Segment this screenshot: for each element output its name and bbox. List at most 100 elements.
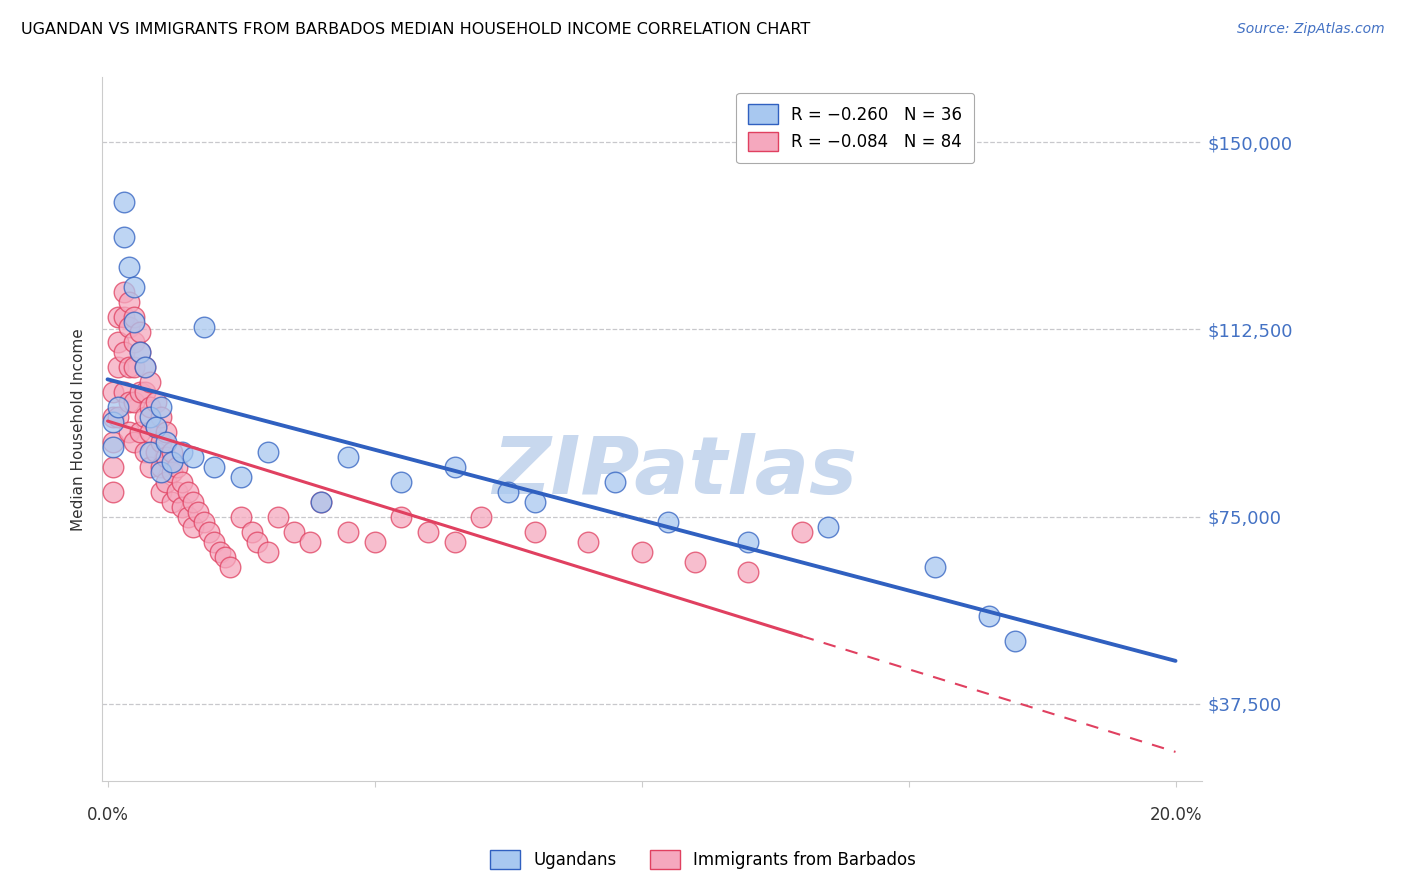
Point	[122, 280, 145, 294]
Legend: Ugandans, Immigrants from Barbados: Ugandans, Immigrants from Barbados	[479, 840, 927, 880]
Point	[155, 450, 177, 464]
Point	[145, 394, 167, 409]
Point	[737, 565, 759, 579]
Point	[202, 534, 225, 549]
Point	[181, 519, 204, 533]
Point	[240, 524, 263, 539]
Point	[122, 315, 145, 329]
Point	[155, 475, 177, 489]
Point	[416, 524, 439, 539]
Point	[128, 384, 150, 399]
Point	[172, 444, 194, 458]
Point	[246, 534, 269, 549]
Point	[118, 320, 141, 334]
Point	[214, 549, 236, 564]
Point	[145, 419, 167, 434]
Point	[336, 450, 359, 464]
Point	[193, 320, 215, 334]
Text: 20.0%: 20.0%	[1149, 806, 1202, 824]
Point	[389, 509, 412, 524]
Point	[134, 359, 156, 374]
Point	[118, 359, 141, 374]
Point	[267, 509, 290, 524]
Text: ZIPatlas: ZIPatlas	[492, 433, 856, 510]
Text: 0.0%: 0.0%	[87, 806, 128, 824]
Point	[202, 459, 225, 474]
Point	[128, 345, 150, 359]
Point	[160, 444, 183, 458]
Point	[122, 334, 145, 349]
Point	[283, 524, 305, 539]
Point	[128, 325, 150, 339]
Point	[309, 494, 332, 508]
Point	[363, 534, 385, 549]
Point	[149, 409, 172, 424]
Point	[128, 345, 150, 359]
Point	[336, 524, 359, 539]
Point	[101, 434, 124, 449]
Point	[208, 544, 231, 558]
Point	[112, 384, 135, 399]
Point	[149, 400, 172, 414]
Point	[470, 509, 492, 524]
Point	[149, 465, 172, 479]
Point	[122, 394, 145, 409]
Point	[149, 434, 172, 449]
Point	[160, 494, 183, 508]
Point	[155, 434, 177, 449]
Point	[112, 230, 135, 244]
Point	[101, 484, 124, 499]
Point	[145, 444, 167, 458]
Point	[160, 455, 183, 469]
Point	[924, 559, 946, 574]
Point	[118, 260, 141, 274]
Point	[630, 544, 652, 558]
Point	[737, 534, 759, 549]
Point	[122, 310, 145, 324]
Point	[166, 484, 188, 499]
Point	[149, 484, 172, 499]
Point	[139, 375, 162, 389]
Point	[160, 465, 183, 479]
Point	[139, 400, 162, 414]
Point	[134, 409, 156, 424]
Point	[657, 515, 679, 529]
Point	[149, 459, 172, 474]
Point	[172, 500, 194, 514]
Point	[309, 494, 332, 508]
Point	[112, 310, 135, 324]
Text: UGANDAN VS IMMIGRANTS FROM BARBADOS MEDIAN HOUSEHOLD INCOME CORRELATION CHART: UGANDAN VS IMMIGRANTS FROM BARBADOS MEDI…	[21, 22, 810, 37]
Point	[256, 444, 278, 458]
Point	[176, 484, 198, 499]
Point	[1004, 634, 1026, 648]
Point	[166, 459, 188, 474]
Point	[139, 444, 162, 458]
Point	[523, 494, 546, 508]
Point	[107, 310, 129, 324]
Point	[118, 295, 141, 310]
Point	[118, 394, 141, 409]
Point	[193, 515, 215, 529]
Point	[139, 409, 162, 424]
Point	[139, 459, 162, 474]
Point	[107, 409, 129, 424]
Point	[299, 534, 322, 549]
Point	[122, 359, 145, 374]
Point	[389, 475, 412, 489]
Point	[496, 484, 519, 499]
Point	[101, 459, 124, 474]
Point	[101, 409, 124, 424]
Point	[790, 524, 813, 539]
Point	[817, 519, 839, 533]
Point	[122, 434, 145, 449]
Point	[683, 555, 706, 569]
Point	[198, 524, 221, 539]
Point	[107, 400, 129, 414]
Point	[576, 534, 599, 549]
Point	[112, 345, 135, 359]
Point	[101, 384, 124, 399]
Point	[181, 450, 204, 464]
Point	[977, 609, 1000, 624]
Point	[134, 384, 156, 399]
Point	[523, 524, 546, 539]
